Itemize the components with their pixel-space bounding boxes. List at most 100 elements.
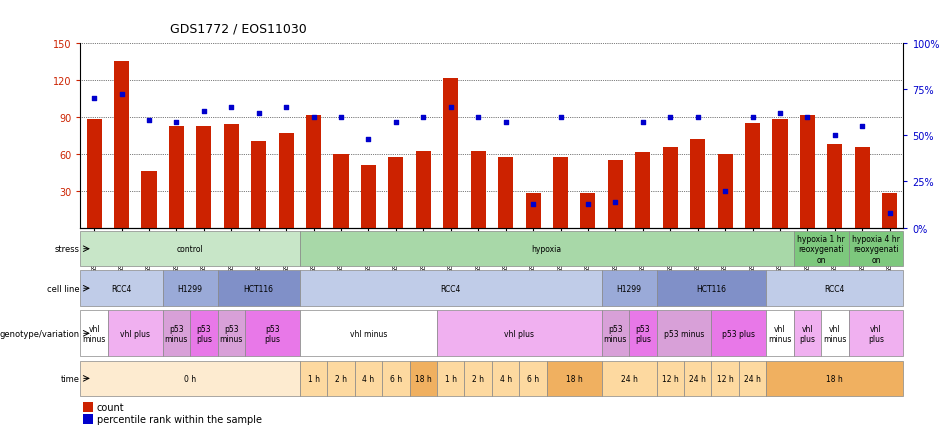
Bar — [83, 402, 93, 412]
Text: 4 h: 4 h — [362, 374, 375, 383]
Text: hypoxia 4 hr
reoxygenati
on: hypoxia 4 hr reoxygenati on — [852, 234, 900, 264]
Text: vhl plus: vhl plus — [504, 329, 534, 338]
Bar — [608, 161, 622, 228]
Bar — [218, 271, 300, 306]
Bar — [300, 271, 602, 306]
Text: 6 h: 6 h — [390, 374, 402, 383]
Bar — [711, 310, 766, 357]
Bar — [80, 271, 163, 306]
Text: 24 h: 24 h — [745, 374, 761, 383]
Bar — [83, 414, 93, 424]
Bar — [218, 310, 245, 357]
Point — [168, 119, 184, 126]
Text: 4 h: 4 h — [499, 374, 512, 383]
Text: 1 h: 1 h — [445, 374, 457, 383]
Bar — [711, 361, 739, 396]
Bar — [300, 231, 794, 267]
Bar — [547, 361, 602, 396]
Bar — [190, 310, 218, 357]
Point — [854, 123, 869, 130]
Point — [415, 114, 430, 121]
Bar — [684, 361, 711, 396]
Text: percentile rank within the sample: percentile rank within the sample — [96, 414, 262, 424]
Point — [251, 110, 267, 117]
Bar — [821, 310, 849, 357]
Bar — [657, 361, 684, 396]
Bar — [437, 361, 464, 396]
Point — [443, 105, 458, 112]
Bar — [657, 310, 711, 357]
Bar — [163, 271, 218, 306]
Text: RCC4: RCC4 — [825, 284, 845, 293]
Bar — [602, 310, 629, 357]
Text: 12 h: 12 h — [662, 374, 678, 383]
Text: 6 h: 6 h — [527, 374, 539, 383]
Bar — [657, 271, 766, 306]
Text: HCT116: HCT116 — [244, 284, 273, 293]
Point — [388, 119, 403, 126]
Bar — [300, 310, 437, 357]
Point — [360, 136, 376, 143]
Bar — [114, 62, 129, 228]
Bar — [471, 152, 485, 228]
Text: 18 h: 18 h — [566, 374, 583, 383]
Bar — [307, 116, 321, 228]
Point — [498, 119, 513, 126]
Bar — [629, 310, 657, 357]
Bar — [553, 158, 568, 228]
Bar — [300, 361, 327, 396]
Bar — [499, 158, 513, 228]
Bar — [773, 120, 787, 228]
Text: cell line: cell line — [47, 284, 79, 293]
Bar — [663, 148, 677, 228]
Text: 18 h: 18 h — [827, 374, 843, 383]
Point — [114, 92, 129, 99]
Point — [87, 95, 101, 102]
Bar — [849, 231, 903, 267]
Text: genotype/variation: genotype/variation — [0, 329, 79, 338]
Text: p53
minus: p53 minus — [604, 324, 627, 343]
Bar — [519, 361, 547, 396]
Text: p53
plus: p53 plus — [635, 324, 651, 343]
Text: vhl
minus: vhl minus — [82, 324, 106, 343]
Text: H1299: H1299 — [178, 284, 202, 293]
Point — [717, 188, 732, 195]
Text: 24 h: 24 h — [621, 374, 638, 383]
Bar — [602, 271, 657, 306]
Bar — [197, 127, 211, 228]
Point — [196, 108, 211, 115]
Bar — [766, 310, 794, 357]
Text: RCC4: RCC4 — [441, 284, 461, 293]
Text: 1 h: 1 h — [307, 374, 320, 383]
Bar — [327, 361, 355, 396]
Point — [552, 114, 568, 121]
Bar — [410, 361, 437, 396]
Bar — [849, 310, 903, 357]
Text: control: control — [177, 245, 203, 253]
Bar — [794, 310, 821, 357]
Point — [690, 114, 705, 121]
Bar — [389, 158, 403, 228]
Text: HCT116: HCT116 — [696, 284, 727, 293]
Bar — [766, 361, 903, 396]
Text: time: time — [61, 374, 79, 383]
Text: vhl plus: vhl plus — [120, 329, 150, 338]
Text: p53 plus: p53 plus — [723, 329, 755, 338]
Bar — [334, 154, 348, 228]
Point — [827, 132, 842, 139]
Bar — [691, 139, 705, 228]
Text: p53
plus: p53 plus — [196, 324, 212, 343]
Bar — [800, 116, 815, 228]
Bar — [245, 310, 300, 357]
Text: 0 h: 0 h — [184, 374, 196, 383]
Text: p53 minus: p53 minus — [664, 329, 704, 338]
Bar — [745, 124, 760, 228]
Bar — [87, 120, 101, 228]
Point — [333, 114, 348, 121]
Bar — [581, 194, 595, 228]
Point — [745, 114, 761, 121]
Bar — [252, 142, 266, 228]
Bar — [169, 127, 184, 228]
Text: 2 h: 2 h — [335, 374, 347, 383]
Bar — [416, 152, 430, 228]
